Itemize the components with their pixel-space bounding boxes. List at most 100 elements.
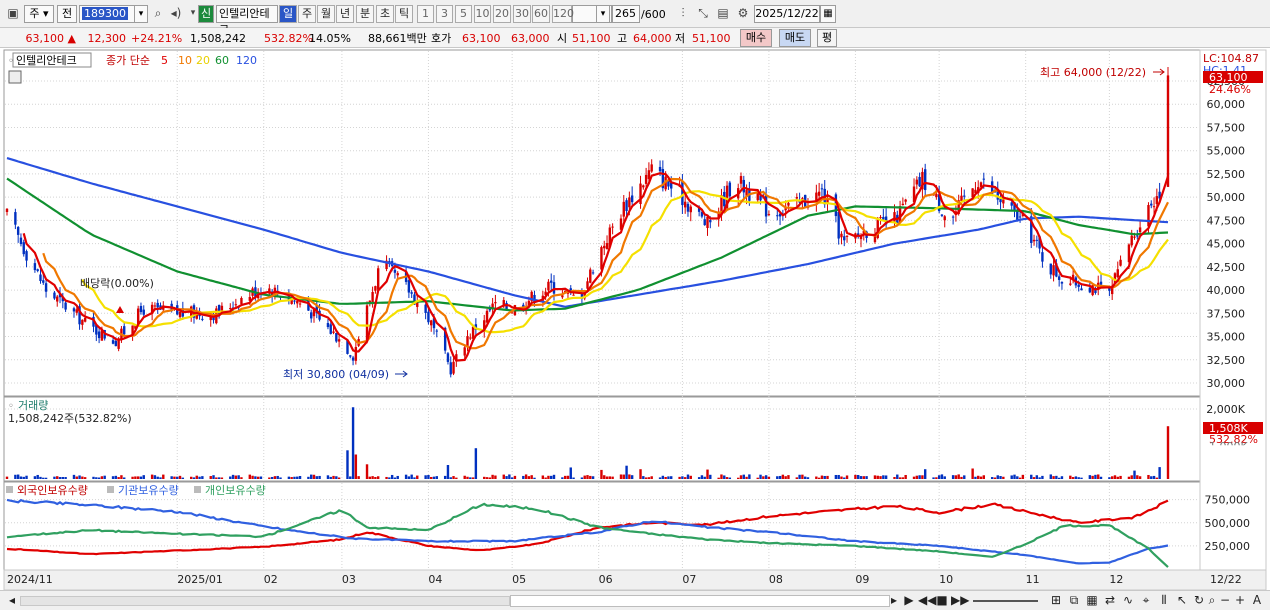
volume-bar	[843, 477, 846, 479]
interval-tab-20[interactable]: 20	[493, 5, 511, 23]
gear-icon[interactable]: ⚙	[737, 6, 749, 20]
volume-bar	[862, 476, 865, 479]
compare-icon[interactable]: ⇄	[1104, 593, 1116, 607]
quote-high-label: 고	[617, 32, 628, 45]
date-tick-label: 02	[264, 573, 278, 586]
refresh-icon[interactable]: ↻	[1193, 593, 1205, 607]
scroll-left-icon[interactable]: ◂	[8, 593, 16, 607]
period-tab-0[interactable]: 일	[279, 5, 297, 23]
candle-body	[544, 291, 547, 295]
period-tab-1[interactable]: 주	[298, 5, 316, 23]
volume-bar	[307, 476, 310, 479]
drawing-tool-icon[interactable]: ⤡	[698, 6, 708, 20]
code-dropdown-icon[interactable]: ▾	[134, 5, 148, 23]
candle-body	[1038, 236, 1041, 249]
price-panel-frame	[3, 49, 1201, 397]
overlay-icon[interactable]: ⧉	[1069, 593, 1079, 607]
interval-tab-60[interactable]: 60	[532, 5, 550, 23]
volume-bar	[270, 476, 274, 479]
candle-body	[19, 237, 23, 245]
save-icon[interactable]: ▤	[717, 6, 729, 20]
volume-bar	[192, 477, 196, 479]
interval-tab-5[interactable]: 5	[455, 5, 472, 23]
volume-bar	[1099, 476, 1103, 479]
scroll-thumb[interactable]	[510, 595, 890, 607]
speaker-dropdown-icon[interactable]: ▾	[190, 8, 196, 18]
fast-forward-icon[interactable]: ▶▶	[951, 593, 970, 607]
volume-bar	[530, 475, 533, 479]
interval-tab-3[interactable]: 3	[436, 5, 453, 23]
period-tab-4[interactable]: 분	[356, 5, 374, 23]
high-arrow-icon	[1153, 68, 1165, 76]
volume-bar	[22, 476, 25, 479]
volume-bar	[120, 475, 123, 479]
zoom-out-icon[interactable]: −	[1219, 593, 1231, 607]
volume-bar	[566, 475, 570, 479]
zoom-slider[interactable]	[973, 600, 1038, 602]
period-type-select[interactable]: 주 ▾	[24, 5, 54, 23]
bars-icon[interactable]: ⫴	[1161, 593, 1167, 607]
stock-name-field[interactable]: 인텔리안테크	[216, 5, 278, 36]
scroll-right-icon[interactable]: ▸	[890, 593, 898, 607]
interval-tab-120[interactable]: 120	[552, 5, 574, 23]
font-size-icon[interactable]: A	[1252, 593, 1262, 607]
stop-icon[interactable]: ■	[936, 593, 948, 607]
volume-bar	[550, 475, 553, 479]
volume-bar	[935, 477, 938, 479]
date-tick-label: 07	[682, 573, 696, 586]
buy-button[interactable]: 매수	[740, 29, 772, 47]
candle-body	[424, 304, 427, 313]
play-icon[interactable]: ▶	[904, 593, 914, 607]
candle-body	[745, 190, 748, 196]
legend-institution: 기관보유수량	[118, 484, 179, 497]
cursor-icon[interactable]: ↖	[1176, 593, 1188, 607]
date-input[interactable]: 2025/12/22	[754, 5, 820, 23]
stock-chart[interactable]: 30,000 32,500 35,000 37,500 40,000 42,500 45,0…	[0, 48, 1270, 590]
volume-bar	[904, 474, 907, 479]
calculator-icon[interactable]	[8, 70, 22, 84]
zoom-icon[interactable]: ⌕	[1208, 593, 1216, 607]
layout-icon[interactable]: ⊞	[1050, 593, 1062, 607]
calendar-icon[interactable]: ▦	[820, 5, 836, 23]
zoom-in-icon[interactable]: +	[1234, 593, 1246, 607]
quote-ask: 63,000	[511, 32, 550, 45]
volume-bar	[337, 477, 341, 479]
window-layout-icon[interactable]: ▣	[7, 6, 19, 20]
speaker-icon[interactable]: ◂)	[170, 6, 182, 20]
volume-bar	[689, 475, 692, 479]
volume-bar	[44, 477, 48, 479]
search-icon[interactable]: ⌕	[154, 6, 162, 20]
period-tab-3[interactable]: 년	[336, 5, 354, 23]
bar-count-input[interactable]: 265	[612, 5, 640, 23]
price-tick-label: 37,500	[1207, 307, 1246, 320]
interval-tab-10[interactable]: 10	[474, 5, 491, 23]
volume-bar	[999, 476, 1002, 479]
candle-body	[307, 300, 310, 311]
grid-icon[interactable]: ▦	[1086, 593, 1098, 607]
period-tab-5[interactable]: 초	[376, 5, 394, 23]
volume-bar	[1110, 476, 1114, 479]
candle-body	[407, 280, 411, 293]
interval-tab-30[interactable]: 30	[513, 5, 531, 23]
period-tab-6[interactable]: 틱	[395, 5, 413, 23]
volume-bar	[159, 477, 162, 479]
interval-tab-1[interactable]: 1	[417, 5, 434, 23]
volume-bar	[658, 477, 662, 479]
indicator-icon[interactable]: ∿	[1122, 593, 1134, 607]
candle-type-icon[interactable]: ⫶	[681, 6, 685, 20]
period-tab-2[interactable]: 월	[317, 5, 335, 23]
status-bar: ◂ ▸ ▶ ◀◀ ■ ▶▶ ⊞ ⧉ ▦ ⇄ ∿ ⌖ ⫴ ↖ ↻ ⌕ − + A	[0, 590, 1270, 610]
stock-code-input[interactable]: 189300	[79, 5, 137, 23]
eval-button[interactable]: 평	[817, 29, 837, 47]
volume-bar	[491, 474, 494, 479]
sell-button[interactable]: 매도	[779, 29, 811, 47]
rewind-icon[interactable]: ◀◀	[918, 593, 937, 607]
horizontal-scrollbar[interactable]	[20, 596, 510, 606]
candle-body	[658, 166, 662, 172]
price-tick-label: 57,500	[1207, 121, 1246, 134]
candle-body	[918, 176, 921, 187]
tools-icon[interactable]: ⌖	[1142, 593, 1150, 607]
prev-button[interactable]: 전	[57, 5, 77, 23]
interval-dropdown-icon[interactable]: ▾	[596, 5, 610, 23]
candle-body	[1016, 209, 1019, 221]
